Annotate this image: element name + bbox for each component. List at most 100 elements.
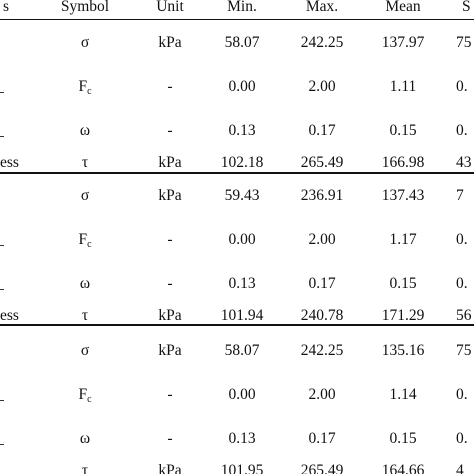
- row-extra: 0.: [456, 275, 468, 292]
- row-min: 0.00: [228, 386, 256, 403]
- row-variable-stub: [0, 400, 4, 401]
- row-unit: kPa: [158, 187, 182, 204]
- row-mean: 1.14: [389, 386, 417, 403]
- row-max: 265.49: [300, 154, 344, 171]
- symbol-text: σ: [80, 342, 90, 359]
- row-min: 0.13: [228, 430, 256, 447]
- row-unit: kPa: [158, 34, 182, 51]
- row-max: 265.49: [300, 462, 344, 474]
- row-extra: 43: [456, 154, 472, 171]
- symbol-text: F: [78, 78, 88, 95]
- row-symbol: τ: [82, 307, 88, 325]
- row-mean: 0.15: [389, 122, 417, 139]
- row-max: 2.00: [308, 78, 336, 95]
- row-extra: 56: [456, 307, 472, 324]
- row-symbol: σ: [81, 34, 89, 52]
- row-min: 0.00: [228, 78, 256, 95]
- row-min: 102.18: [220, 154, 264, 171]
- header-symbol: Symbol: [60, 0, 110, 15]
- row-min: 0.13: [228, 122, 256, 139]
- row-extra: 0.: [456, 430, 468, 447]
- row-mean: 166.98: [381, 154, 425, 171]
- row-symbol: τ: [82, 462, 88, 474]
- block-divider: [0, 324, 474, 326]
- symbol-text: τ: [81, 462, 89, 474]
- row-variable-stub: [0, 92, 4, 93]
- row-unit: -: [167, 122, 173, 139]
- block-divider: [0, 172, 474, 174]
- row-min: 101.95: [220, 462, 264, 474]
- row-mean: 0.15: [389, 430, 417, 447]
- header-rule: [0, 19, 474, 20]
- symbol-subscript: c: [87, 394, 92, 405]
- row-max: 242.25: [300, 34, 344, 51]
- row-symbol: ω: [80, 275, 90, 293]
- row-symbol: ω: [80, 122, 90, 140]
- symbol-subscript: c: [87, 86, 92, 97]
- row-min: 58.07: [224, 34, 260, 51]
- row-max: 240.78: [300, 307, 344, 324]
- row-extra: 75: [456, 34, 472, 51]
- row-mean: 164.66: [381, 462, 425, 474]
- row-max: 2.00: [308, 231, 336, 248]
- header-min: Min.: [227, 0, 257, 15]
- row-min: 59.43: [224, 187, 260, 204]
- symbol-text: F: [78, 386, 88, 403]
- row-max: 242.25: [300, 342, 344, 359]
- row-variable-stub: [0, 245, 4, 246]
- row-max: 0.17: [308, 275, 336, 292]
- row-symbol: Fc: [78, 231, 91, 254]
- row-min: 0.13: [228, 275, 256, 292]
- row-symbol: σ: [81, 342, 89, 360]
- row-mean: 137.43: [381, 187, 425, 204]
- row-variable: ess: [0, 154, 19, 171]
- symbol-text: τ: [81, 154, 89, 171]
- symbol-text: ω: [79, 275, 91, 292]
- symbol-text: ω: [79, 430, 91, 447]
- row-extra: 4: [456, 462, 464, 474]
- row-extra: 7: [456, 187, 464, 204]
- symbol-text: σ: [80, 187, 90, 204]
- row-mean: 137.97: [381, 34, 425, 51]
- header-mean: Mean: [385, 0, 421, 15]
- header-unit: Unit: [156, 0, 184, 15]
- row-mean: 1.17: [389, 231, 417, 248]
- symbol-text: ω: [79, 122, 91, 139]
- row-symbol: Fc: [78, 386, 91, 409]
- row-extra: 0.: [456, 386, 468, 403]
- row-symbol: τ: [82, 154, 88, 172]
- header-max: Max.: [305, 0, 339, 15]
- row-extra: 75: [456, 342, 472, 359]
- row-symbol: Fc: [78, 78, 91, 101]
- row-extra: 0.: [456, 231, 468, 248]
- symbol-text: τ: [81, 307, 89, 324]
- row-mean: 1.11: [389, 78, 417, 95]
- row-unit: -: [167, 275, 173, 292]
- row-min: 0.00: [228, 231, 256, 248]
- row-unit: kPa: [158, 462, 182, 474]
- row-min: 58.07: [224, 342, 260, 359]
- row-unit: -: [167, 231, 173, 248]
- row-max: 2.00: [308, 386, 336, 403]
- row-max: 0.17: [308, 122, 336, 139]
- row-variable-stub: [0, 289, 4, 290]
- row-mean: 171.29: [381, 307, 425, 324]
- row-unit: -: [167, 78, 173, 95]
- symbol-text: F: [78, 231, 88, 248]
- row-extra: 0.: [456, 78, 468, 95]
- row-unit: -: [167, 430, 173, 447]
- row-unit: kPa: [158, 307, 182, 324]
- row-extra: 0.: [456, 122, 468, 139]
- row-max: 236.91: [300, 187, 344, 204]
- row-unit: kPa: [158, 342, 182, 359]
- header-sd: S: [462, 0, 471, 15]
- row-min: 101.94: [220, 307, 264, 324]
- header-variable: s: [2, 0, 10, 15]
- symbol-text: σ: [80, 34, 90, 51]
- row-max: 0.17: [308, 430, 336, 447]
- row-unit: -: [167, 386, 173, 403]
- row-variable: ess: [0, 307, 19, 324]
- row-variable-stub: [0, 444, 4, 445]
- row-unit: kPa: [158, 154, 182, 171]
